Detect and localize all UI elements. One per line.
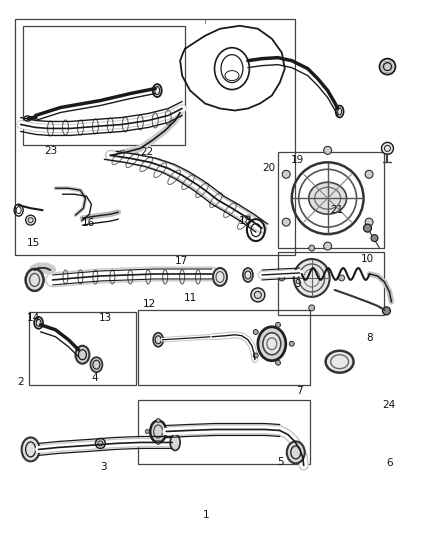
- Text: 24: 24: [383, 400, 396, 410]
- Circle shape: [282, 171, 290, 178]
- Circle shape: [339, 275, 345, 281]
- Circle shape: [382, 307, 390, 315]
- Circle shape: [276, 322, 280, 327]
- Circle shape: [167, 430, 171, 433]
- Ellipse shape: [287, 441, 305, 463]
- Circle shape: [289, 341, 294, 346]
- Ellipse shape: [25, 269, 43, 291]
- Text: 6: 6: [386, 458, 392, 468]
- Circle shape: [384, 63, 392, 71]
- Ellipse shape: [309, 182, 346, 214]
- Text: 10: 10: [361, 254, 374, 263]
- Bar: [278, 152, 385, 248]
- Circle shape: [253, 353, 258, 358]
- Ellipse shape: [336, 106, 343, 117]
- Text: 9: 9: [294, 279, 301, 288]
- Text: 15: 15: [27, 238, 40, 248]
- Text: 8: 8: [366, 333, 373, 343]
- Text: 4: 4: [91, 373, 98, 383]
- Circle shape: [279, 275, 285, 281]
- Circle shape: [25, 215, 35, 225]
- Ellipse shape: [75, 346, 89, 364]
- Circle shape: [364, 224, 371, 232]
- Bar: [14, 19, 295, 255]
- Bar: [23, 26, 185, 146]
- Circle shape: [371, 235, 378, 241]
- Text: 14: 14: [27, 313, 40, 323]
- Text: 2: 2: [17, 377, 24, 387]
- Text: 21: 21: [330, 205, 343, 215]
- Circle shape: [282, 218, 290, 226]
- Text: 13: 13: [99, 313, 112, 323]
- Text: 1: 1: [203, 510, 209, 520]
- Circle shape: [156, 440, 160, 445]
- Ellipse shape: [326, 351, 353, 373]
- Circle shape: [365, 218, 373, 226]
- Ellipse shape: [170, 434, 180, 450]
- Circle shape: [324, 242, 332, 250]
- Circle shape: [156, 418, 160, 423]
- Text: 12: 12: [142, 298, 156, 309]
- Ellipse shape: [150, 421, 166, 442]
- Ellipse shape: [263, 333, 281, 355]
- Circle shape: [381, 142, 393, 155]
- Bar: [278, 252, 385, 315]
- Text: 5: 5: [277, 457, 283, 467]
- Circle shape: [379, 59, 396, 75]
- Ellipse shape: [153, 333, 163, 347]
- Text: 7: 7: [297, 386, 303, 397]
- Circle shape: [253, 329, 258, 335]
- Text: 23: 23: [44, 146, 57, 156]
- Ellipse shape: [21, 438, 39, 462]
- Text: 18: 18: [239, 216, 252, 227]
- Circle shape: [276, 360, 280, 365]
- Text: 22: 22: [140, 147, 154, 157]
- Circle shape: [324, 147, 332, 155]
- Text: 20: 20: [263, 163, 276, 173]
- Ellipse shape: [294, 259, 330, 297]
- Ellipse shape: [90, 357, 102, 372]
- Text: 19: 19: [291, 155, 304, 165]
- Circle shape: [145, 430, 149, 433]
- Circle shape: [309, 305, 314, 311]
- Ellipse shape: [34, 317, 43, 329]
- Text: 16: 16: [81, 218, 95, 228]
- Bar: [28, 312, 136, 385]
- Circle shape: [251, 288, 265, 302]
- Circle shape: [309, 245, 314, 251]
- Bar: [138, 310, 310, 385]
- Circle shape: [365, 171, 373, 178]
- Text: 11: 11: [184, 293, 197, 303]
- Ellipse shape: [153, 84, 162, 97]
- Ellipse shape: [258, 327, 286, 361]
- Text: 17: 17: [175, 256, 188, 266]
- Text: 3: 3: [100, 462, 106, 472]
- Ellipse shape: [243, 268, 253, 282]
- Circle shape: [95, 439, 106, 448]
- Ellipse shape: [213, 268, 227, 286]
- Bar: [138, 400, 310, 464]
